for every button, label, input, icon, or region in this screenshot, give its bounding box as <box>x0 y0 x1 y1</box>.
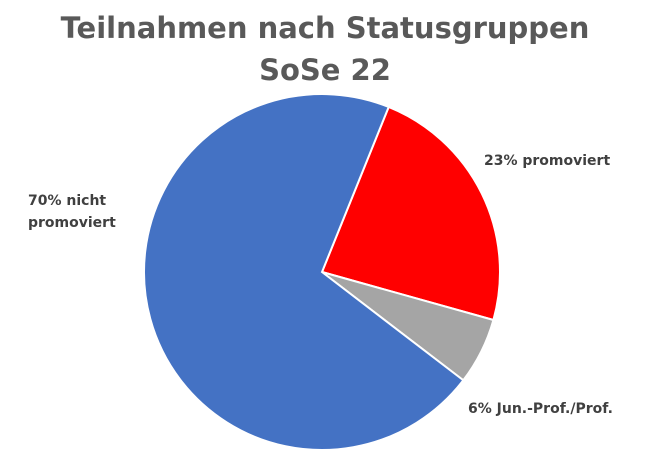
chart-title-line-2: SoSe 22 <box>259 53 391 87</box>
chart-title-line-1: Teilnahmen nach Statusgruppen <box>60 11 590 45</box>
pie-slice-promoviert <box>320 105 501 322</box>
data-label-promoviert: 23% promoviert <box>484 153 610 169</box>
pie-slices <box>143 93 501 451</box>
data-label-nicht-promoviert: 70% nicht promoviert <box>28 193 116 231</box>
pie-slice-nicht-promoviert <box>143 93 465 451</box>
data-label-jun-prof-prof: 6% Jun.-Prof./Prof. <box>468 401 613 417</box>
pie-labels: 23% promoviert 6% Jun.-Prof./Prof. 70% nic… <box>28 153 613 417</box>
